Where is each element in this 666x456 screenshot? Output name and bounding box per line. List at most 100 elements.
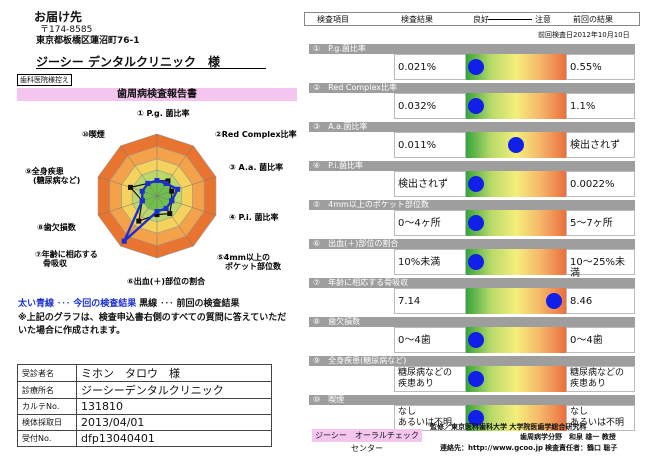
- radar-spoke: [156, 195, 194, 247]
- radar-axis-label: ⑦年齢に相応する骨吸収: [35, 249, 98, 268]
- level-gradient: [466, 249, 566, 275]
- header-caution: 注意: [535, 15, 551, 24]
- current-result-cell: 糖尿病などの 疾患あり: [394, 366, 466, 392]
- radar-spoke: [97, 176, 158, 197]
- current-result: 糖尿病などの 疾患あり: [398, 368, 453, 389]
- level-gradient: [466, 93, 566, 119]
- current-series-point: [154, 209, 160, 214]
- info-label: 受診者名: [17, 364, 77, 382]
- center-name: ジーシー オーラルチェックセンター: [312, 429, 422, 453]
- radar-axis-label: ⑨全身疾患(糖尿病など): [25, 166, 80, 185]
- current-result: 0～4歯: [398, 335, 431, 346]
- current-result-cell: 10%未満: [394, 249, 466, 275]
- level-marker: [508, 137, 524, 153]
- current-series-point: [163, 206, 169, 212]
- info-row: 受診者名 ミホン タロウ 様: [17, 364, 272, 382]
- header-arrow-line: [488, 19, 532, 20]
- contact-url: 連絡先：http://www.gcoo.jp: [440, 444, 544, 452]
- level-marker: [546, 293, 562, 309]
- result-row-head: ⑦ 年齢に相応する骨吸収: [309, 278, 635, 288]
- radar-spoke: [97, 195, 158, 216]
- radar-spoke: [120, 145, 158, 197]
- previous-result: 0.0022%: [570, 179, 615, 190]
- chart-legend: 太い青線 ･･･ 今回の検査結果 黒線 ･･･ 前回の検査結果: [18, 299, 240, 309]
- level-marker: [468, 176, 484, 192]
- current-result: 0.032%: [398, 101, 437, 112]
- previous-result: 検出されず: [570, 140, 620, 151]
- previous-series-point: [136, 218, 142, 224]
- info-label: カルテNo.: [17, 398, 77, 415]
- info-label: 診療所名: [17, 381, 77, 399]
- current-result: 0～4ヶ所: [398, 218, 441, 229]
- report-title: 歯周病検査報告書: [17, 88, 297, 101]
- result-row-head: ⑤ 4mm以上のポケット部位数: [309, 200, 635, 210]
- info-value: dfp13040401: [76, 430, 272, 447]
- info-value: ミホン タロウ 様: [76, 364, 272, 382]
- current-result-cell: なし あるいは不明: [394, 405, 466, 431]
- level-marker: [468, 98, 484, 114]
- current-series-point: [121, 238, 127, 244]
- result-row-head: ③ A.a.菌比率: [309, 122, 635, 132]
- radar-axis-label: ⑥出血(＋)部位の割合: [127, 276, 206, 286]
- previous-result-cell: 5～7ヶ所: [566, 210, 635, 236]
- previous-series-point: [127, 184, 133, 190]
- previous-result: 1.1%: [570, 101, 596, 112]
- current-series-point: [163, 180, 169, 186]
- previous-exam-date: 前回検査日2012年10月10日: [538, 31, 630, 39]
- current-series-point: [175, 186, 181, 192]
- current-series-point: [145, 180, 151, 186]
- legend-thick-line: 太い青線: [18, 299, 55, 309]
- previous-result: 0～4歯: [570, 335, 603, 346]
- info-row: カルテNo. 131810: [17, 398, 272, 415]
- info-value: 131810: [76, 398, 272, 415]
- current-series-point: [139, 188, 145, 194]
- current-series-point: [154, 178, 160, 183]
- result-row-head: ④ P.i.菌比率: [309, 161, 635, 171]
- header-result: 検査結果: [401, 15, 433, 24]
- previous-result: 5～7ヶ所: [570, 218, 613, 229]
- previous-series-point: [165, 178, 171, 184]
- level-marker: [468, 371, 484, 387]
- previous-result-cell: なし あるいは不明: [566, 405, 635, 431]
- info-row: 検体採取日 2013/04/01: [17, 414, 272, 431]
- level-gradient: [466, 405, 566, 431]
- current-result: 10%未満: [398, 257, 441, 268]
- current-result: なし あるいは不明: [398, 407, 453, 428]
- info-value: 2013/04/01: [76, 414, 272, 431]
- radar-spoke: [156, 195, 217, 216]
- radar-axis-label: ③ A.a. 菌比率: [229, 162, 283, 172]
- level-marker: [468, 59, 484, 75]
- result-row-head: ⑩ 喫煙: [309, 395, 635, 405]
- level-marker: [468, 332, 484, 348]
- previous-result-cell: 8.46: [566, 288, 635, 314]
- previous-result-cell: 検出されず: [566, 132, 635, 158]
- result-row-head: ① P.g.菌比率: [309, 44, 635, 54]
- level-gradient: [466, 327, 566, 353]
- table-header: 検査項目 検査結果 良好 注意 前回の結果: [304, 12, 640, 26]
- header-item: 検査項目: [317, 15, 349, 24]
- result-row-head: ② Red Complex比率: [309, 83, 635, 93]
- previous-result-cell: 0.0022%: [566, 171, 635, 197]
- radar-axis-label: ⑩喫煙: [82, 129, 105, 139]
- legend-previous: 前回の検査結果: [176, 299, 240, 309]
- previous-series-point: [169, 188, 175, 194]
- previous-result-cell: 1.1%: [566, 93, 635, 119]
- previous-series-point: [167, 211, 173, 217]
- supervision-line2: 歯周病学分野 和泉 雄一 教授: [520, 433, 616, 441]
- postal-code: 〒174-8585: [40, 25, 93, 35]
- result-row-head: ⑥ 出血(＋)部位の割合: [309, 239, 635, 249]
- previous-result-cell: 0～4歯: [566, 327, 635, 353]
- info-label: 検体採取日: [17, 414, 77, 431]
- level-gradient: [466, 366, 566, 392]
- radar-chart: ① P.g. 菌比率 ②Red Complex比率 ③ A.a. 菌比率 ④ P.i.…: [25, 108, 297, 286]
- supervision-line1: 監修／東京医科歯科大学 大学院医歯学総合研究科: [430, 423, 587, 431]
- chart-note: ※上記のグラフは、検査申込書右側のすべての質問に答えていただいた場合に作成されま…: [18, 313, 287, 336]
- current-result: 0.011%: [398, 140, 437, 151]
- recipient-name: ジーシー デンタルクリニック 様: [36, 55, 220, 69]
- previous-result: なし あるいは不明: [570, 407, 625, 428]
- info-label: 受付No.: [17, 430, 77, 447]
- level-gradient: [466, 210, 566, 236]
- radar-spoke: [156, 145, 194, 197]
- street-address: 東京都板橋区蓮沼町76-1: [36, 36, 140, 46]
- level-marker: [468, 215, 484, 231]
